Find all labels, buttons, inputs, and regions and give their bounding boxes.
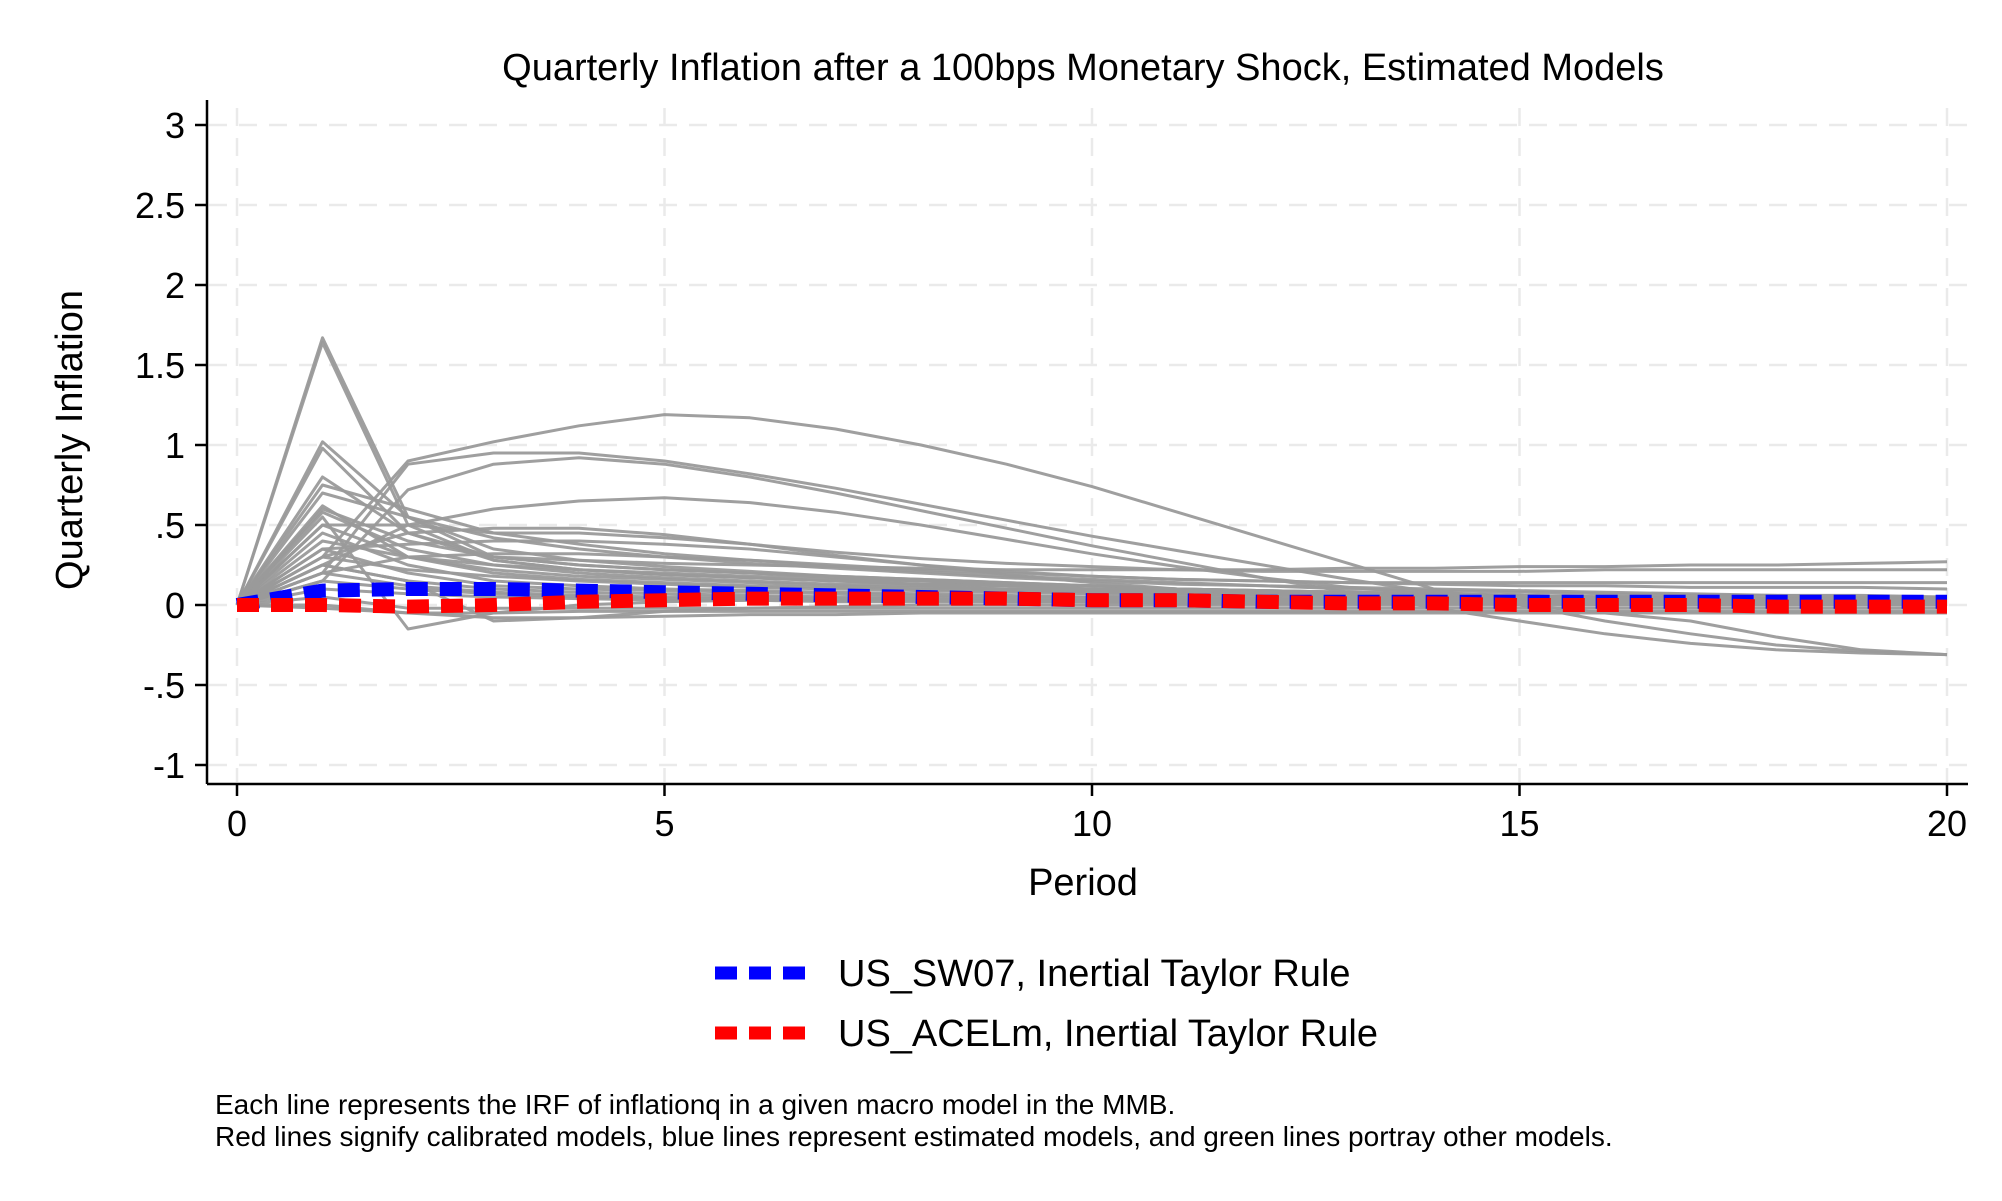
background-series-line-21 [236, 451, 1948, 657]
note-line-1: Each line represents the IRF of inflatio… [215, 1089, 1175, 1120]
highlight-series-line-1 [237, 591, 1947, 614]
background-series-line-10 [236, 539, 1947, 607]
y-tick-label-2: 0 [165, 585, 185, 626]
x-tick-label-0: 0 [227, 803, 247, 844]
x-tick-label-4: 20 [1927, 803, 1967, 844]
background-series-line-19 [236, 603, 1947, 620]
plot-area [235, 336, 1948, 657]
background-series-line-22 [236, 456, 1948, 657]
background-series-line-18 [237, 603, 1947, 615]
y-tick-label-1: -.5 [143, 665, 185, 706]
background-series-line-24 [235, 523, 1947, 607]
x-tick-label-3: 15 [1499, 803, 1539, 844]
y-tick-label-4: 1 [165, 425, 185, 466]
chart-title: Quarterly Inflation after a 100bps Monet… [502, 47, 1664, 89]
legend-label-1: US_ACELm, Inertial Taylor Rule [838, 1013, 1378, 1055]
legend: US_SW07, Inertial Taylor Rule US_ACELm, I… [715, 953, 1378, 1055]
x-axis-title: Period [1028, 862, 1138, 904]
axes [195, 100, 1968, 796]
y-tick-label-0: -1 [153, 745, 185, 786]
y-tick-label-8: 3 [165, 105, 185, 146]
y-tick-label-7: 2.5 [135, 185, 185, 226]
y-tick-label-3: .5 [155, 505, 185, 546]
background-series-line-20 [236, 413, 1948, 657]
y-tick-label-5: 1.5 [135, 345, 185, 386]
y-tick-label-6: 2 [165, 265, 185, 306]
y-axis-title: Quarterly Inflation [49, 290, 91, 590]
background-series-line-28 [236, 552, 1948, 607]
note-line-2: Red lines signify calibrated models, blu… [215, 1121, 1613, 1152]
x-tick-label-1: 5 [654, 803, 674, 844]
background-series-line-30 [235, 491, 1947, 606]
background-series-line-23 [235, 507, 1948, 606]
legend-label-0: US_SW07, Inertial Taylor Rule [838, 953, 1351, 995]
background-series-line-26 [236, 526, 1947, 607]
tick-labels: -1 -.5 0 .5 1 1.5 2 2.5 3 0 5 10 15 20 [135, 105, 1967, 844]
x-tick-label-2: 10 [1072, 803, 1112, 844]
background-series-line-31 [235, 483, 1948, 606]
